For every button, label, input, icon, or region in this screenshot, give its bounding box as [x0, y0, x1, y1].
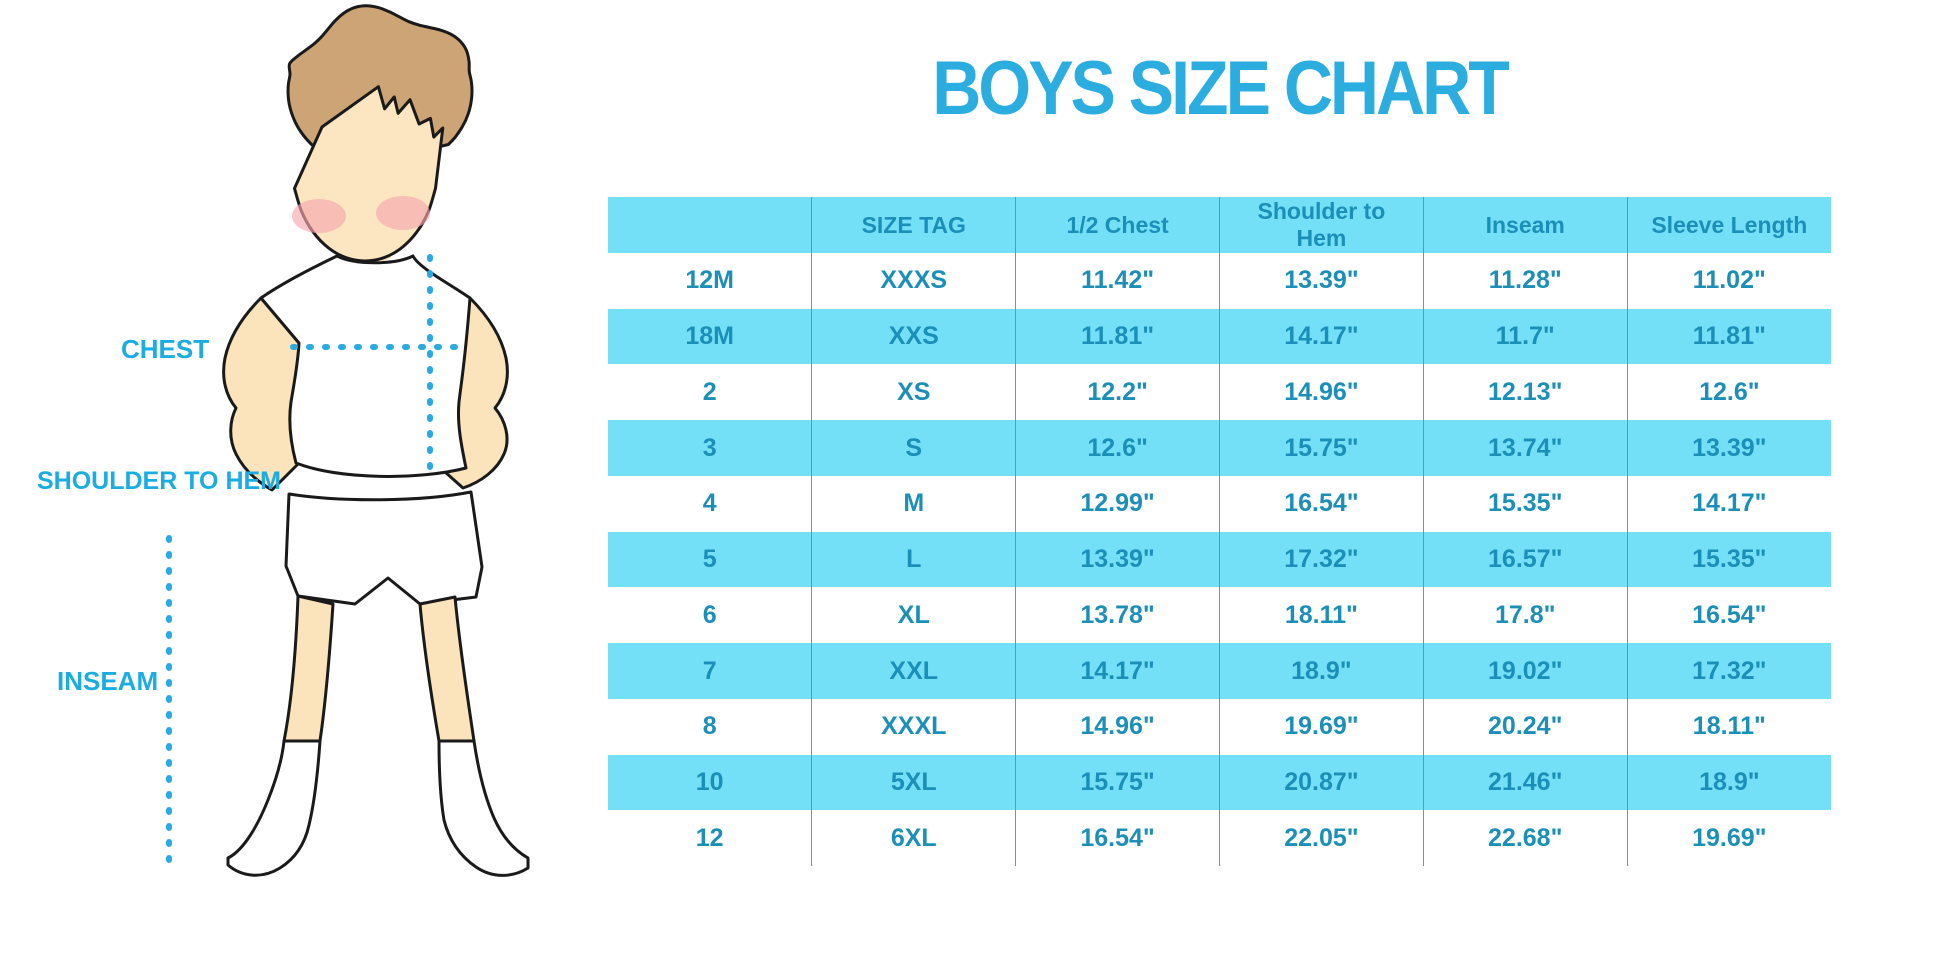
svg-text:INSEAM: INSEAM	[57, 666, 158, 696]
svg-text:SHOULDER TO HEM: SHOULDER TO HEM	[37, 467, 281, 495]
svg-text:CHEST: CHEST	[121, 334, 209, 364]
